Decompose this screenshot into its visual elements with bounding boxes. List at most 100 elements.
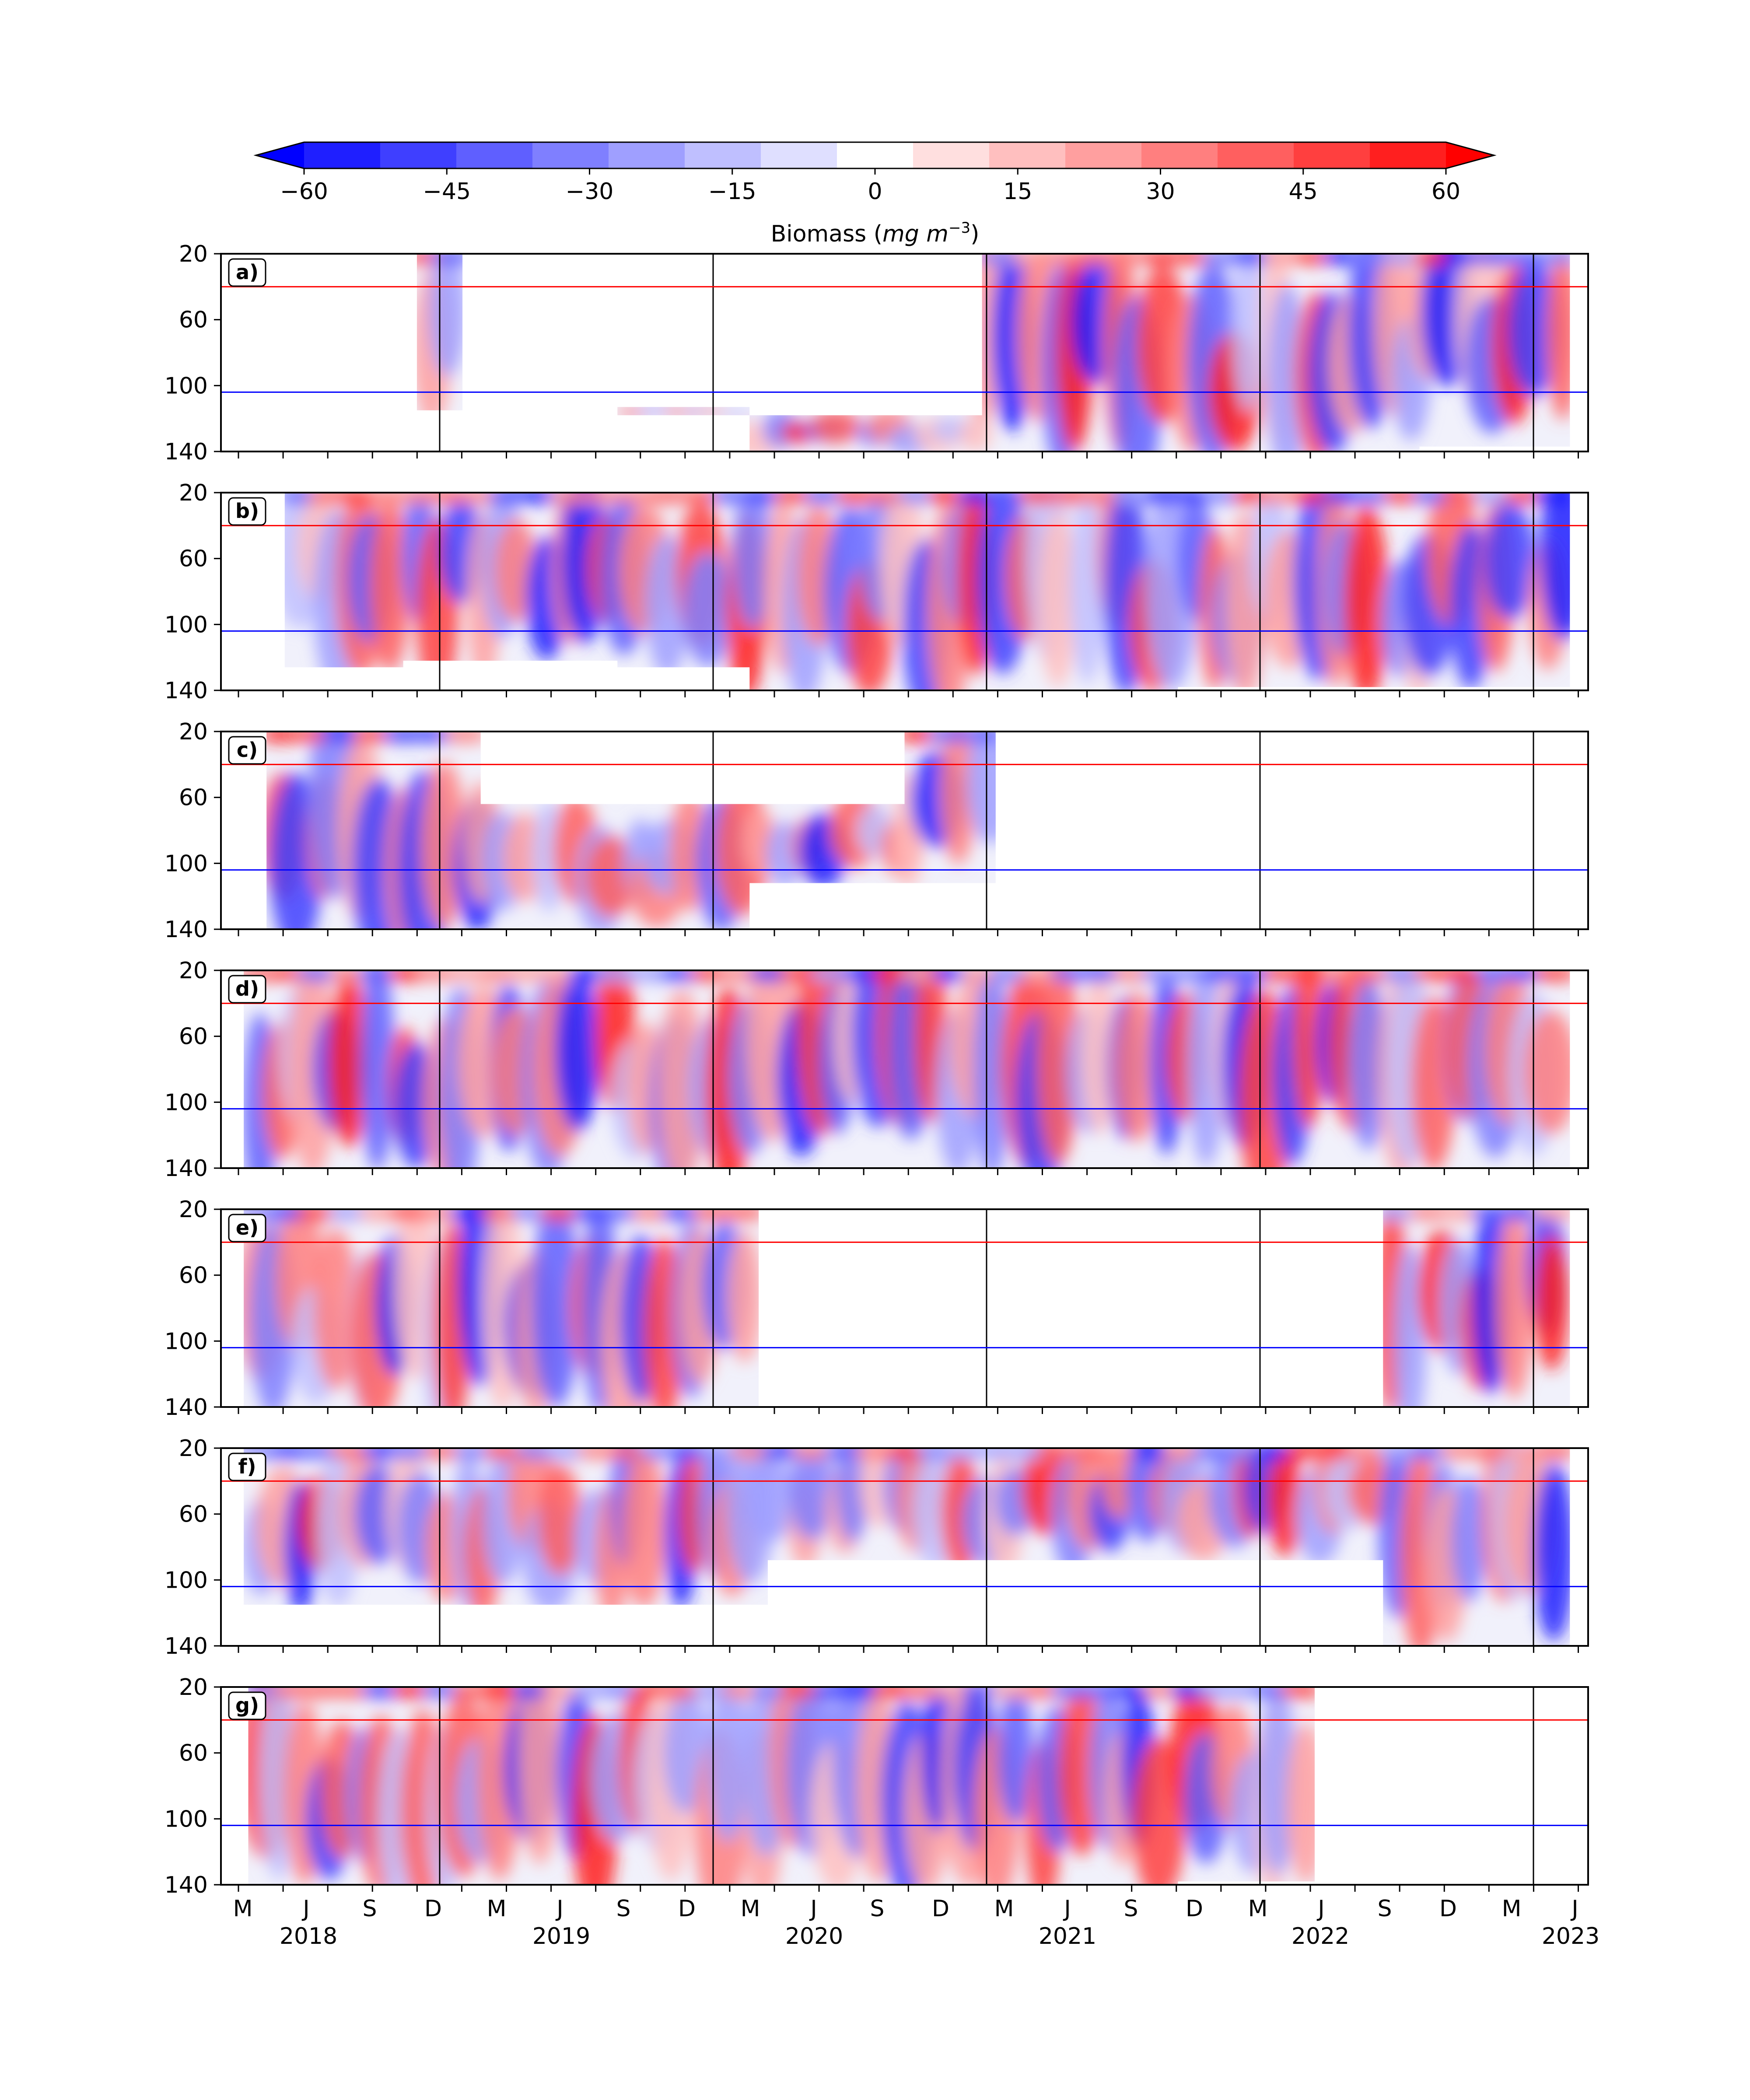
y-tick-label: 60 — [179, 546, 208, 572]
x-ticks — [238, 452, 1579, 458]
negative-anomaly — [531, 1209, 581, 1407]
negative-anomaly — [1070, 493, 1105, 685]
positive-anomaly — [370, 500, 410, 673]
heatmap-field — [248, 1687, 1315, 1885]
y-tick-label: 20 — [179, 1197, 208, 1223]
colorbar: −60 −45 −30 −15 0 15 30 45 60 Biomass (mg m−3) — [253, 141, 1497, 247]
colorbar-cell — [532, 142, 609, 168]
negative-anomaly — [360, 970, 395, 1168]
colorbar-tick-label: −15 — [708, 178, 756, 205]
anomaly-blobs — [244, 1448, 1570, 1646]
panel-a: 20 60 100 140 a) — [164, 241, 1589, 465]
panel-g: 20 60 100 140 g) — [164, 1674, 1589, 1898]
month-label: D — [1186, 1896, 1203, 1922]
month-label: M — [1248, 1896, 1268, 1922]
negative-anomaly — [973, 970, 1011, 1168]
month-label: M — [487, 1896, 507, 1922]
colorbar-extend-min — [256, 142, 304, 168]
panel-frame — [220, 1208, 1589, 1408]
colorbar-cell — [456, 142, 533, 168]
colorbar-cell — [913, 142, 990, 168]
month-label: J — [809, 1896, 817, 1922]
surface-negative — [1532, 493, 1570, 504]
year-label: 2022 — [1292, 1923, 1349, 1950]
colorbar-cell — [837, 142, 914, 168]
colorbar-cell — [1370, 142, 1446, 168]
negative-anomaly — [744, 1458, 798, 1541]
negative-anomaly — [555, 971, 600, 1131]
y-tick-label: 60 — [179, 785, 208, 811]
panel-frame — [220, 970, 1589, 1169]
positive-anomaly — [1036, 970, 1080, 1166]
surface-positive — [579, 493, 625, 504]
x-ticks — [238, 1168, 1579, 1175]
positive-anomaly — [1495, 1211, 1533, 1399]
panel-tag-box — [228, 258, 266, 287]
colorbar-cell — [761, 142, 837, 168]
panel-frame — [220, 731, 1589, 930]
positive-anomaly — [1286, 1722, 1315, 1884]
surface-positive — [1041, 254, 1087, 265]
positive-anomaly — [959, 416, 992, 452]
surface-positive — [1531, 1209, 1570, 1221]
colorbar-cell — [609, 142, 685, 168]
y-tick-label: 20 — [179, 1435, 208, 1462]
y-tick-label: 100 — [164, 373, 208, 399]
negative-anomaly — [683, 551, 733, 668]
positive-anomaly — [1292, 970, 1326, 1129]
panel-d: 20 60 100 140 d) — [164, 958, 1589, 1182]
y-tick-label: 100 — [164, 1328, 208, 1354]
panel-frame — [220, 492, 1589, 691]
colorbar-tick-label: 30 — [1146, 178, 1175, 205]
panel-tag-box — [228, 1452, 266, 1481]
surface-negative — [958, 732, 996, 743]
positive-anomaly — [1534, 1234, 1569, 1371]
panel-e: 20 60 100 140 e) — [164, 1197, 1589, 1421]
year-label: 2021 — [1039, 1923, 1096, 1950]
positive-anomaly — [327, 976, 371, 1148]
panel-tag-box — [228, 975, 266, 1004]
positive-anomaly — [940, 732, 976, 865]
y-axis: 20 60 100 140 — [164, 480, 221, 704]
panel-c: 20 60 100 140 c) — [164, 719, 1589, 943]
positive-anomaly — [1344, 504, 1389, 690]
y-tick-label: 140 — [164, 1394, 208, 1421]
y-tick-label: 140 — [164, 917, 208, 943]
surface-negative — [1407, 1448, 1453, 1460]
heatmap-field — [266, 732, 996, 929]
heatmap-field — [244, 1209, 1570, 1407]
colorbar-cells — [253, 141, 1497, 169]
surface-positive — [644, 493, 690, 504]
month-label: D — [678, 1896, 696, 1922]
positive-anomaly — [1547, 254, 1570, 420]
x-ticks — [238, 1407, 1579, 1414]
month-label: D — [932, 1896, 949, 1922]
surface-positive — [1532, 970, 1570, 982]
y-tick-label: 140 — [164, 1872, 208, 1898]
surface-negative — [1376, 1448, 1421, 1460]
positive-anomaly — [518, 1687, 562, 1865]
y-axis: 20 60 100 140 — [164, 1435, 221, 1659]
panel-tag-label: g) — [235, 1694, 259, 1717]
heatmap-field — [244, 970, 1570, 1168]
negative-anomaly — [1540, 493, 1570, 640]
colorbar-ticks: −60 −45 −30 −15 0 15 30 45 60 — [280, 168, 1460, 205]
y-axis: 20 60 100 140 — [164, 719, 221, 943]
y-tick-label: 140 — [164, 678, 208, 704]
x-ticks — [238, 929, 1579, 936]
surface-positive — [442, 732, 488, 743]
heatmap-field — [244, 1448, 1570, 1646]
y-tick-label: 60 — [179, 1740, 208, 1767]
surface-positive — [1278, 1687, 1315, 1698]
surface-negative — [1532, 254, 1570, 265]
surface-positive — [1438, 1448, 1484, 1460]
negative-anomaly — [1484, 502, 1536, 620]
surface-positive — [1438, 1209, 1484, 1221]
colorbar-tick-label: −30 — [566, 178, 614, 205]
y-tick-label: 20 — [179, 958, 208, 984]
anomaly-blobs — [244, 1209, 1570, 1407]
y-axis: 20 60 100 140 — [164, 1197, 221, 1421]
negative-anomaly — [789, 1448, 834, 1540]
colorbar-label: Biomass (mg m−3) — [771, 219, 980, 247]
